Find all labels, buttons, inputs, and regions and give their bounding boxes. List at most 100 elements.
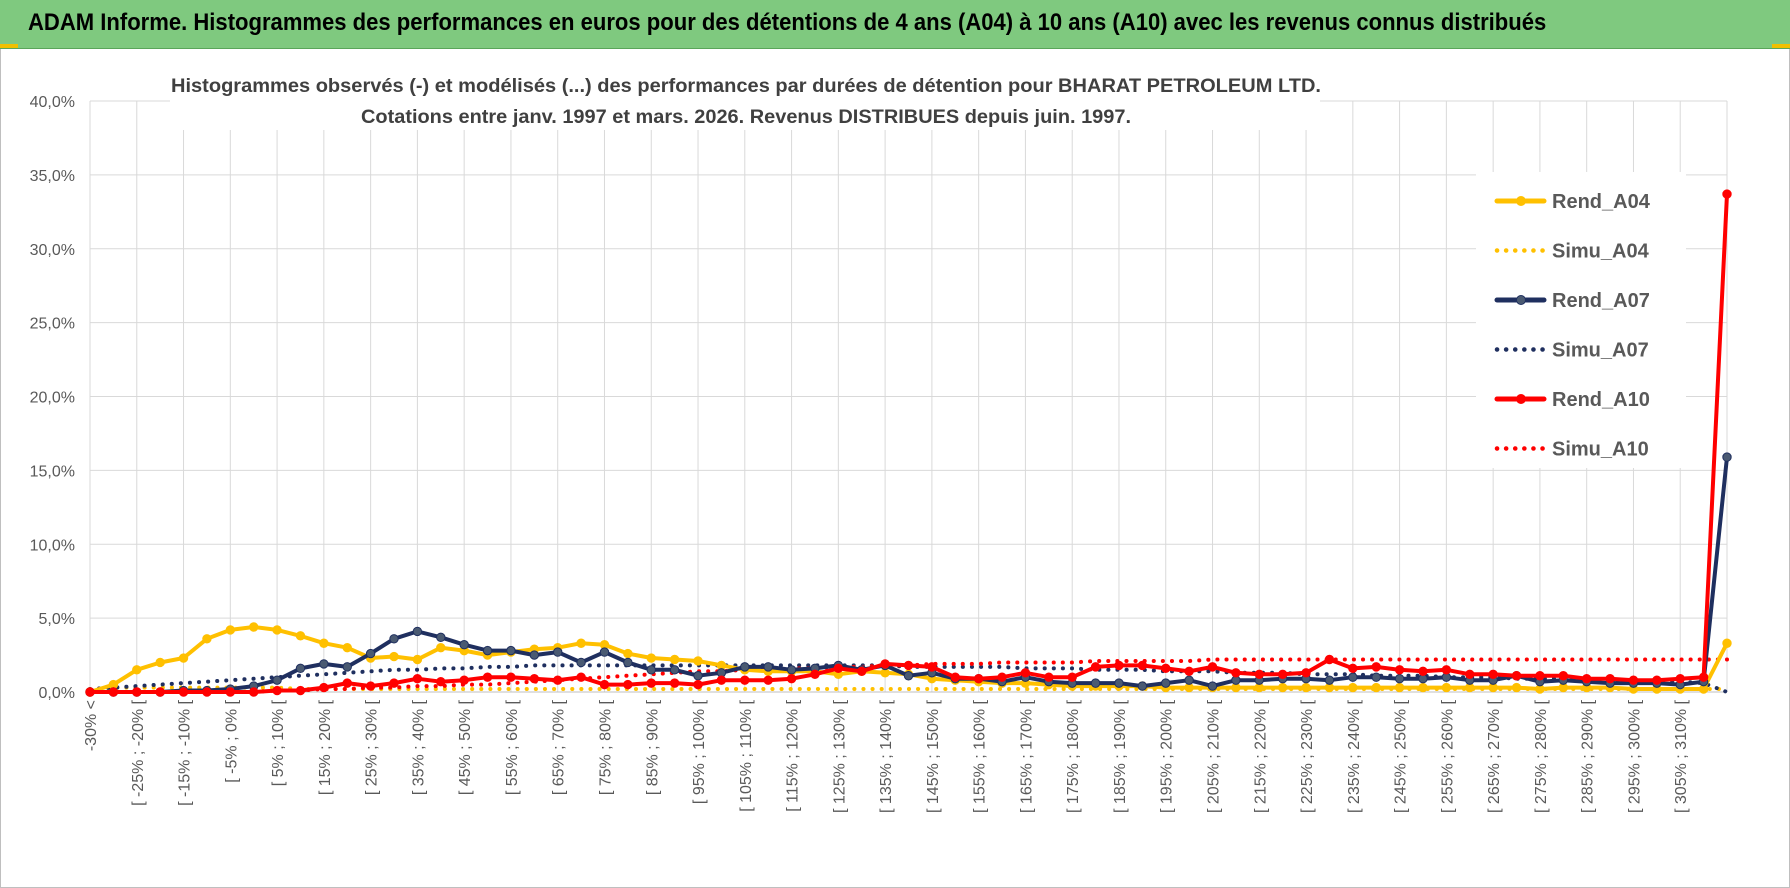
data-point-rend-a04 — [132, 665, 142, 675]
data-point-rend-a10 — [880, 659, 890, 669]
data-point-rend-a10 — [1441, 665, 1452, 675]
x-tick-label: [ 245% ; 250% [ — [1393, 699, 1410, 813]
legend-label: Simu_A04 — [1552, 241, 1650, 263]
data-point-rend-a07 — [459, 640, 469, 650]
data-point-rend-a10 — [669, 678, 680, 688]
data-point-rend-a10 — [857, 666, 867, 677]
x-tick-label: [ 115% ; 120% [ — [785, 699, 802, 811]
data-point-rend-a04 — [1722, 638, 1732, 648]
legend-label: Rend_A10 — [1552, 389, 1650, 411]
data-point-rend-a07 — [436, 632, 446, 643]
chart-subtitle: Cotations entre janv. 1997 et mars. 2026… — [361, 106, 1131, 128]
x-tick-label: [ 205% ; 210% [ — [1206, 699, 1223, 813]
x-tick-label: [ 305% ; 310% [ — [1673, 699, 1690, 813]
x-tick-label: [ -15% ; -10% [ — [177, 699, 194, 805]
data-point-rend-a10 — [85, 687, 95, 697]
data-point-rend-a04 — [412, 654, 423, 665]
x-tick-label: [ 85% ; 90% [ — [644, 699, 661, 795]
y-tick-label: 25,0% — [30, 316, 75, 333]
data-point-rend-a10 — [763, 675, 773, 685]
data-point-rend-a10 — [833, 663, 844, 674]
data-point-rend-a10 — [436, 676, 446, 687]
x-tick-label: [ 145% ; 150% [ — [925, 699, 942, 813]
x-tick-label: [ 75% ; 80% [ — [597, 699, 614, 795]
data-point-rend-a10 — [903, 660, 914, 671]
data-point-rend-a04 — [1371, 682, 1381, 693]
data-point-rend-a10 — [249, 687, 259, 697]
data-point-rend-a10 — [1628, 675, 1639, 685]
data-point-rend-a10 — [1348, 663, 1358, 674]
data-point-rend-a04 — [693, 656, 703, 666]
data-point-rend-a07 — [623, 657, 633, 668]
data-point-rend-a07 — [1722, 452, 1732, 462]
data-point-rend-a10 — [1114, 660, 1124, 671]
data-point-rend-a04 — [1301, 682, 1311, 693]
data-point-rend-a04 — [669, 654, 680, 665]
data-point-rend-a07 — [576, 657, 586, 668]
data-point-rend-a10 — [973, 674, 984, 684]
data-point-rend-a10 — [1581, 674, 1592, 684]
data-point-rend-a10 — [482, 672, 493, 682]
data-point-rend-a07 — [1371, 672, 1381, 682]
data-point-rend-a04 — [155, 657, 165, 668]
data-point-rend-a10 — [1324, 654, 1335, 665]
x-tick-label: [ 265% ; 270% [ — [1486, 699, 1503, 813]
data-point-rend-a04 — [319, 638, 329, 648]
y-tick-label: 15,0% — [30, 463, 75, 480]
data-point-rend-a04 — [1348, 682, 1358, 693]
data-point-rend-a10 — [225, 687, 236, 697]
data-point-rend-a04 — [576, 638, 586, 648]
data-point-rend-a07 — [1348, 672, 1358, 682]
data-point-rend-a07 — [693, 671, 703, 681]
title-background — [170, 66, 1320, 130]
data-point-rend-a10 — [927, 662, 937, 672]
data-point-rend-a10 — [1675, 674, 1685, 684]
chart-titles: Histogrammes observés (-) et modélisés (… — [170, 66, 1321, 130]
data-point-rend-a10 — [529, 674, 540, 684]
data-point-rend-a10 — [553, 675, 563, 685]
data-point-rend-a07 — [319, 659, 329, 669]
data-point-rend-a07 — [646, 665, 656, 675]
data-point-rend-a07 — [506, 645, 516, 656]
data-point-rend-a10 — [1511, 671, 1522, 681]
y-tick-label: 5,0% — [39, 611, 75, 628]
data-point-rend-a04 — [1394, 682, 1405, 693]
data-point-rend-a04 — [1511, 682, 1522, 693]
data-point-rend-a04 — [178, 653, 189, 663]
data-point-rend-a10 — [506, 672, 516, 682]
x-tick-label: [ 275% ; 280% [ — [1533, 699, 1550, 813]
data-point-rend-a10 — [646, 678, 656, 688]
data-point-rend-a10 — [319, 682, 329, 693]
corner-marker — [0, 44, 18, 48]
x-tick-label: [ 155% ; 160% [ — [972, 699, 989, 813]
data-point-rend-a07 — [272, 675, 282, 685]
x-tick-label: -30% < — [83, 700, 100, 751]
x-tick-label: [ 165% ; 170% [ — [1018, 699, 1035, 813]
header-bar: ADAM Informe. Histogrammes des performan… — [0, 0, 1790, 49]
data-point-rend-a07 — [389, 634, 399, 644]
data-point-rend-a04 — [225, 625, 236, 635]
data-point-rend-a07 — [342, 662, 352, 672]
x-tick-label: [ 185% ; 190% [ — [1112, 699, 1129, 813]
legend-background — [1476, 172, 1686, 468]
corner-marker — [1772, 44, 1790, 48]
x-tick-label: [ 215% ; 220% [ — [1252, 699, 1269, 813]
data-point-rend-a07 — [295, 663, 306, 674]
data-point-rend-a07 — [482, 645, 493, 656]
x-tick-label: [ 235% ; 240% [ — [1346, 699, 1363, 813]
data-point-rend-a10 — [576, 672, 586, 682]
x-tick-label: [ 95% ; 100% [ — [691, 699, 708, 804]
data-point-rend-a04 — [1441, 682, 1452, 693]
data-point-rend-a04 — [1418, 682, 1428, 693]
chart-title: Histogrammes observés (-) et modélisés (… — [171, 75, 1321, 97]
legend-marker — [1516, 295, 1526, 305]
data-point-rend-a10 — [1090, 662, 1101, 672]
data-point-rend-a07 — [1090, 678, 1101, 688]
data-point-rend-a10 — [1698, 672, 1709, 682]
data-point-rend-a04 — [272, 625, 282, 635]
x-tick-label: [ 125% ; 130% [ — [831, 699, 848, 813]
data-point-rend-a10 — [1254, 669, 1264, 679]
data-point-rend-a10 — [716, 675, 727, 685]
data-point-rend-a04 — [202, 634, 212, 644]
